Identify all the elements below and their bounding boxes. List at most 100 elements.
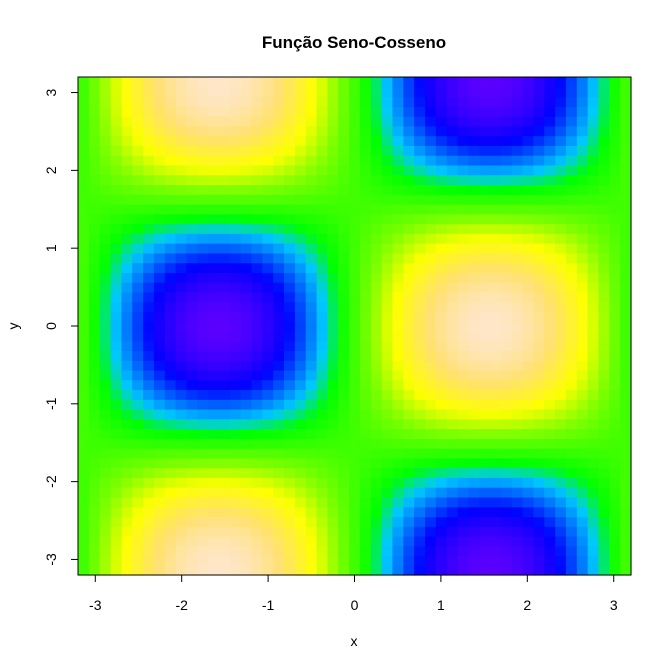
heatmap-cell bbox=[533, 389, 545, 400]
heatmap-cell bbox=[490, 477, 502, 488]
heatmap-cell bbox=[414, 291, 426, 303]
heatmap-cell bbox=[598, 467, 610, 478]
heatmap-cell bbox=[262, 438, 274, 449]
heatmap-cell bbox=[533, 467, 545, 478]
heatmap-cell bbox=[338, 360, 350, 371]
heatmap-cell bbox=[544, 301, 556, 312]
heatmap-cell bbox=[565, 350, 578, 361]
heatmap-cell bbox=[121, 174, 133, 186]
heatmap-cell bbox=[197, 526, 209, 537]
heatmap-cell bbox=[468, 409, 480, 420]
heatmap-cell bbox=[186, 77, 198, 88]
heatmap-cell bbox=[132, 272, 144, 283]
heatmap-cell bbox=[598, 203, 610, 215]
heatmap-cell bbox=[370, 565, 383, 576]
heatmap-cell bbox=[598, 448, 610, 459]
heatmap-cell bbox=[153, 409, 166, 420]
heatmap-cell bbox=[446, 428, 459, 439]
heatmap-cell bbox=[153, 360, 166, 371]
heatmap-cell bbox=[555, 291, 567, 303]
heatmap-cell bbox=[620, 330, 632, 342]
heatmap-cell bbox=[316, 506, 328, 518]
heatmap-cell bbox=[533, 106, 545, 117]
heatmap-cell bbox=[251, 164, 263, 176]
heatmap-cell bbox=[620, 409, 632, 420]
heatmap-cell bbox=[175, 438, 188, 449]
heatmap-cell bbox=[284, 125, 296, 137]
heatmap-cell bbox=[175, 223, 188, 234]
heatmap-cell bbox=[565, 535, 578, 547]
heatmap-cell bbox=[544, 135, 556, 146]
heatmap-cell bbox=[479, 438, 491, 449]
heatmap-cell bbox=[186, 116, 198, 127]
heatmap-cell bbox=[294, 389, 307, 400]
heatmap-cell bbox=[414, 389, 426, 400]
heatmap-cell bbox=[78, 438, 90, 449]
heatmap-cell bbox=[305, 516, 318, 527]
heatmap-cell bbox=[262, 467, 274, 478]
heatmap-cell bbox=[598, 369, 610, 381]
heatmap-cell bbox=[175, 135, 188, 146]
heatmap-cell bbox=[153, 116, 166, 127]
heatmap-cell bbox=[424, 565, 437, 576]
heatmap-cell bbox=[565, 213, 578, 225]
heatmap-cell bbox=[468, 203, 480, 215]
heatmap-cell bbox=[587, 194, 600, 205]
heatmap-cell bbox=[609, 438, 621, 449]
heatmap-cell bbox=[522, 487, 535, 498]
heatmap-cell bbox=[132, 252, 144, 264]
heatmap-cell bbox=[533, 506, 545, 518]
heatmap-cell bbox=[598, 301, 610, 312]
heatmap-cell bbox=[175, 184, 188, 195]
heatmap-cell bbox=[587, 164, 600, 176]
heatmap-cell bbox=[218, 399, 231, 410]
heatmap-cell bbox=[479, 389, 491, 400]
heatmap-cell bbox=[576, 457, 589, 469]
heatmap-cell bbox=[175, 418, 188, 430]
heatmap-cell bbox=[338, 565, 350, 576]
heatmap-cell bbox=[565, 301, 578, 312]
heatmap-cell bbox=[392, 116, 404, 127]
heatmap-cell bbox=[110, 535, 122, 547]
heatmap-cell bbox=[576, 418, 589, 430]
heatmap-cell bbox=[435, 379, 448, 391]
heatmap-cell bbox=[251, 311, 263, 322]
heatmap-cell bbox=[511, 350, 524, 361]
heatmap-cell bbox=[565, 487, 578, 498]
heatmap-cell bbox=[186, 545, 198, 557]
heatmap-cell bbox=[598, 145, 610, 156]
heatmap-cell bbox=[620, 155, 632, 166]
heatmap-cell bbox=[620, 379, 632, 391]
heatmap-cell bbox=[218, 184, 231, 195]
heatmap-cell bbox=[186, 184, 198, 195]
heatmap-cell bbox=[229, 223, 242, 234]
heatmap-cell bbox=[587, 233, 600, 244]
heatmap-cell bbox=[479, 487, 491, 498]
heatmap-cell bbox=[403, 526, 415, 537]
heatmap-cell bbox=[327, 457, 339, 469]
heatmap-cell bbox=[305, 223, 318, 234]
heatmap-cell bbox=[305, 155, 318, 166]
heatmap-cell bbox=[78, 125, 90, 137]
heatmap-cell bbox=[110, 135, 122, 146]
heatmap-cell bbox=[284, 96, 296, 107]
heatmap-cell bbox=[197, 174, 209, 186]
heatmap-cell bbox=[522, 330, 535, 342]
heatmap-cell bbox=[424, 516, 437, 527]
heatmap-cell bbox=[468, 379, 480, 391]
heatmap-cell bbox=[511, 213, 524, 225]
heatmap-cell bbox=[305, 125, 318, 137]
heatmap-cell bbox=[349, 565, 361, 576]
heatmap-cell bbox=[99, 350, 112, 361]
heatmap-cell bbox=[229, 291, 242, 303]
heatmap-cell bbox=[533, 438, 545, 449]
heatmap-cell bbox=[446, 555, 459, 566]
heatmap-cell bbox=[273, 448, 285, 459]
heatmap-cell bbox=[132, 155, 144, 166]
heatmap-cell bbox=[392, 448, 404, 459]
heatmap-cell bbox=[359, 418, 372, 430]
heatmap-cell bbox=[240, 311, 253, 322]
heatmap-cell bbox=[544, 145, 556, 156]
heatmap-cell bbox=[218, 155, 231, 166]
heatmap-cell bbox=[598, 116, 610, 127]
